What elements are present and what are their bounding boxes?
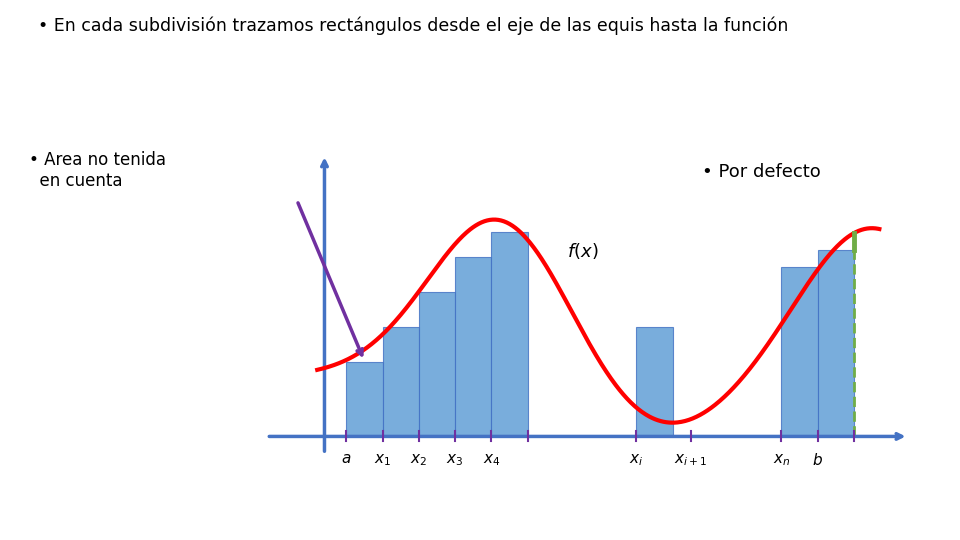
Text: $x_{i+1}$: $x_{i+1}$ [674, 452, 708, 468]
Bar [818, 249, 854, 436]
Text: • En cada subdivisión trazamos rectángulos desde el eje de las equis hasta la fu: • En cada subdivisión trazamos rectángul… [38, 16, 789, 35]
Bar [455, 256, 492, 436]
Text: • Area no tenida
  en cuenta: • Area no tenida en cuenta [29, 151, 166, 190]
Text: $x_i$: $x_i$ [629, 452, 643, 468]
Bar [492, 232, 528, 436]
Text: $a$: $a$ [341, 452, 351, 466]
Bar [347, 362, 382, 436]
Bar [636, 327, 673, 436]
Text: $x_2$: $x_2$ [410, 452, 427, 468]
Text: $x_1$: $x_1$ [374, 452, 391, 468]
Bar [781, 267, 818, 436]
Bar [419, 292, 455, 436]
Text: $f(x)$: $f(x)$ [567, 241, 599, 261]
Text: $x_3$: $x_3$ [446, 452, 464, 468]
Bar [382, 327, 419, 436]
Text: • Por defecto: • Por defecto [702, 163, 821, 181]
Text: $x_4$: $x_4$ [483, 452, 500, 468]
Text: $x_n$: $x_n$ [773, 452, 790, 468]
Text: $b$: $b$ [812, 452, 823, 468]
